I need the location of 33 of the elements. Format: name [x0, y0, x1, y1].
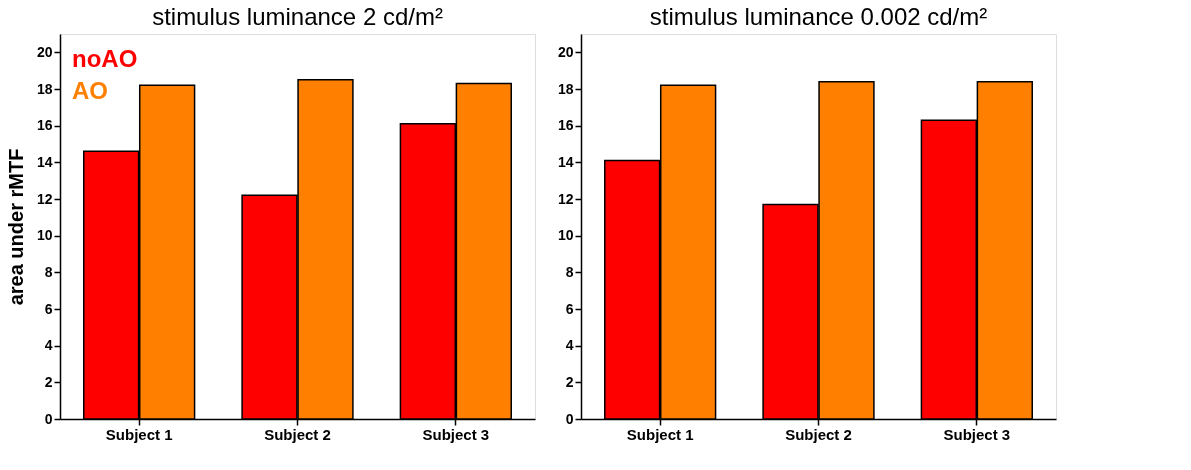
- y-tick-label: 16: [36, 117, 53, 134]
- y-tick-label: 4: [44, 337, 53, 354]
- y-tick-label: 2: [44, 373, 53, 390]
- y-tick-label: 8: [565, 263, 574, 280]
- y-tick-label: 8: [44, 263, 53, 280]
- y-tick-label: 4: [565, 337, 574, 354]
- y-tick-label: 14: [557, 153, 574, 170]
- y-tick-label: 0: [44, 410, 53, 427]
- x-tick-label: Subject 1: [105, 425, 173, 443]
- y-tick-label: 12: [36, 190, 53, 207]
- y-tick-label: 12: [557, 190, 574, 207]
- y-tick-label: 0: [565, 410, 574, 427]
- text: noAO: [72, 45, 138, 72]
- y-tick-label: 20: [36, 43, 53, 60]
- x-tick-label: Subject 2: [785, 425, 852, 443]
- y-tick-label: 20: [557, 43, 574, 60]
- y-axis-title: area under rMTF: [4, 148, 27, 306]
- chart-title: stimulus luminance 2 cd/m²: [152, 3, 443, 30]
- x-tick-label: Subject 1: [626, 425, 694, 443]
- y-tick-label: 6: [565, 300, 574, 317]
- series-label: AO: [72, 77, 108, 104]
- x-tick-label: Subject 2: [264, 425, 331, 443]
- y-tick-label: 18: [557, 80, 574, 97]
- y-tick-label: 10: [557, 227, 574, 244]
- x-tick-label: Subject 3: [422, 425, 490, 443]
- chart-title: stimulus luminance 0.002 cd/m²: [649, 3, 988, 30]
- y-tick-label: 18: [36, 80, 53, 97]
- y-tick-label: 14: [36, 153, 53, 170]
- y-tick-label: 2: [565, 373, 574, 390]
- y-tick-label: 6: [44, 300, 53, 317]
- x-tick-label: Subject 3: [943, 425, 1011, 443]
- y-tick-label: 16: [557, 117, 574, 134]
- y-tick-label: 10: [36, 227, 53, 244]
